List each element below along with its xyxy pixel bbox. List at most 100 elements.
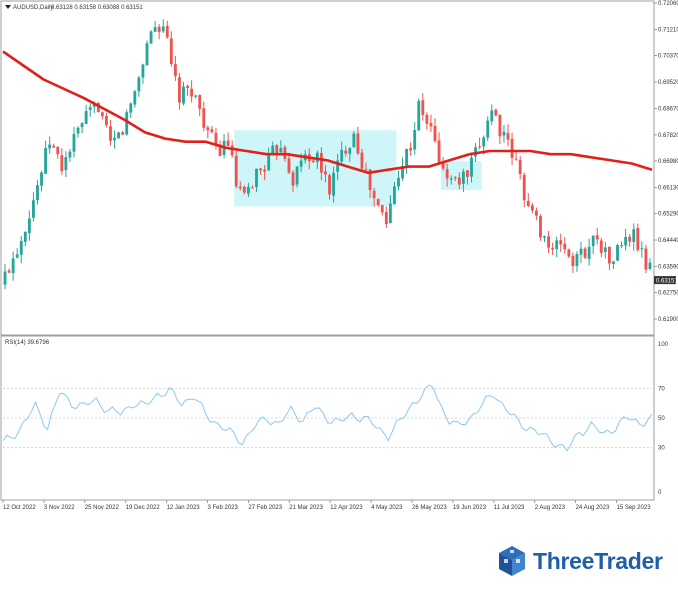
candle-body xyxy=(121,132,125,135)
candle-body xyxy=(40,172,43,186)
candle-body xyxy=(198,94,202,109)
candle-body xyxy=(125,112,129,135)
price-tick-label: 0.62750 xyxy=(658,291,678,297)
candle-body xyxy=(64,157,68,171)
candle-body xyxy=(636,228,640,251)
candle-body xyxy=(425,114,429,124)
rsi-tick-label: 50 xyxy=(658,416,665,422)
candle-body xyxy=(242,187,246,193)
candle-body xyxy=(218,144,222,156)
candle-body xyxy=(437,140,441,163)
candle-body xyxy=(388,203,392,224)
candle-body xyxy=(36,185,39,201)
candle-body xyxy=(405,148,409,168)
candle-body xyxy=(543,236,546,238)
candle-body xyxy=(368,169,372,190)
rsi-label: RSI(14) 39.6796 xyxy=(5,340,50,346)
candle-body xyxy=(522,174,526,201)
candle-body xyxy=(526,200,530,207)
candle-body xyxy=(457,177,461,185)
candle-body xyxy=(259,168,262,171)
candle-body xyxy=(161,26,165,32)
candle-body xyxy=(421,100,425,115)
brand-name: ThreeTrader xyxy=(533,547,663,574)
candle-body xyxy=(340,149,344,162)
candle-body xyxy=(92,103,96,107)
candle-body xyxy=(206,127,210,131)
candle-body xyxy=(518,159,522,175)
candle-body xyxy=(506,132,510,140)
candle-body xyxy=(449,178,453,180)
candle-body xyxy=(417,100,421,131)
candle-body xyxy=(255,168,258,187)
candle-body xyxy=(32,200,35,218)
date-tick-label: 26 May 2023 xyxy=(412,505,447,511)
candle-body xyxy=(52,145,56,148)
candle-body xyxy=(169,38,173,64)
candle-body xyxy=(360,152,364,169)
candle-body xyxy=(356,133,360,154)
price-tick-label: 0.66980 xyxy=(658,159,678,165)
candle-body xyxy=(413,130,417,150)
candle-body xyxy=(141,64,145,78)
candle-body xyxy=(486,120,490,138)
candle-body xyxy=(251,187,254,189)
candle-body xyxy=(11,258,15,274)
price-tick-label: 0.70370 xyxy=(658,54,678,60)
candle-body xyxy=(563,243,567,250)
price-tick-label: 0.61900 xyxy=(658,317,678,323)
candle-body xyxy=(445,169,449,179)
candle-body xyxy=(214,132,218,145)
candle-body xyxy=(599,240,603,253)
candle-body xyxy=(88,107,92,110)
candle-body xyxy=(145,43,149,66)
current-price-label: 0.63151 xyxy=(656,278,678,284)
candle-body xyxy=(117,132,121,139)
date-tick-label: 27 Feb 2023 xyxy=(248,505,282,511)
candle-body xyxy=(620,245,623,247)
date-tick-label: 3 Nov 2022 xyxy=(44,505,75,511)
price-tick-label: 0.68670 xyxy=(658,106,678,112)
range-box-0 xyxy=(234,130,397,207)
price-panel-border xyxy=(0,0,655,336)
candle-body xyxy=(173,64,177,77)
candle-body xyxy=(409,148,413,151)
candle-body xyxy=(76,127,80,134)
candle-body xyxy=(202,108,206,128)
rsi-tick-label: 30 xyxy=(658,446,665,452)
candle-body xyxy=(263,169,267,172)
price-tick-label: 0.69520 xyxy=(658,80,678,86)
candle-body xyxy=(194,95,198,97)
candle-body xyxy=(624,237,628,246)
price-tick-label: 0.64440 xyxy=(658,238,678,244)
candle-body xyxy=(510,138,514,158)
candle-body xyxy=(498,114,502,137)
candle-body xyxy=(149,31,153,44)
candle-body xyxy=(534,210,538,216)
candle-body xyxy=(384,211,388,225)
candle-body xyxy=(587,246,591,260)
candle-body xyxy=(591,235,595,247)
current-price-tag xyxy=(654,276,676,285)
candle-body xyxy=(575,254,579,267)
candle-body xyxy=(397,177,400,187)
candle-body xyxy=(27,218,31,233)
candle-body xyxy=(60,155,64,172)
price-tick-label: 0.67820 xyxy=(658,133,678,139)
candle-body xyxy=(15,254,19,258)
candle-body xyxy=(567,249,571,257)
symbol-label: AUDUSD,Daily xyxy=(13,5,53,11)
candle-body xyxy=(230,145,234,156)
price-tick-label: 0.65290 xyxy=(658,212,678,218)
candle-body xyxy=(332,172,336,196)
date-tick-label: 11 Jul 2023 xyxy=(494,505,525,511)
candle-body xyxy=(530,205,534,211)
candle-body xyxy=(441,163,445,169)
candle-body xyxy=(84,111,88,125)
candle-body xyxy=(186,85,189,88)
candle-body xyxy=(640,248,644,250)
date-tick-label: 15 Sep 2023 xyxy=(617,505,652,511)
rsi-tick-label: 100 xyxy=(658,342,669,348)
